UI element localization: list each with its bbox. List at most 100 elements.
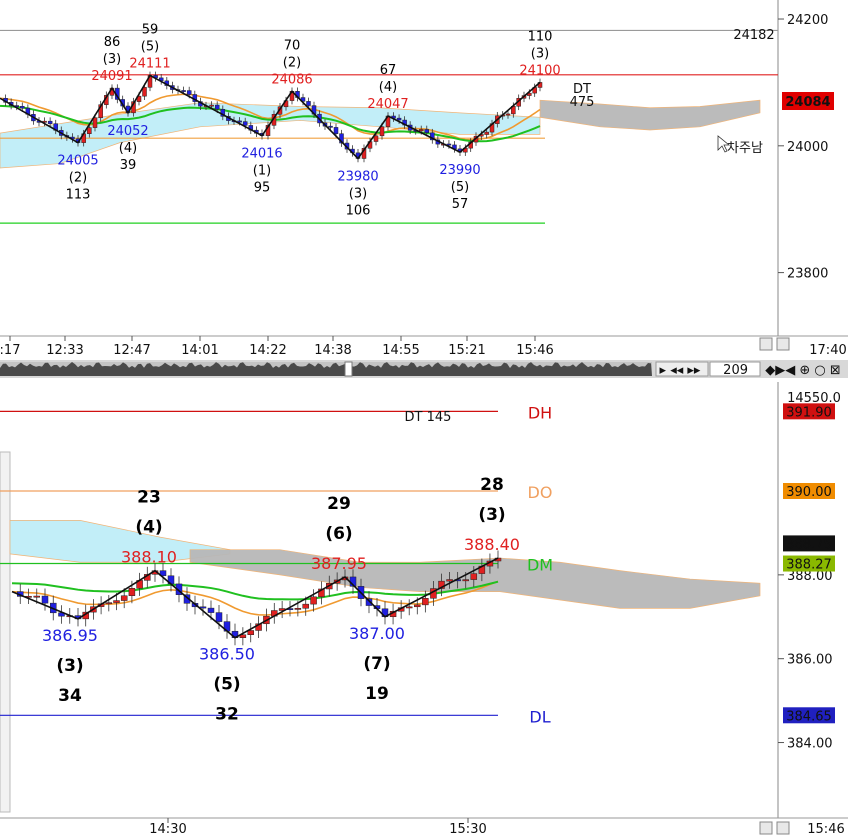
top-swing-count: (3) (349, 186, 367, 201)
bot-candle (128, 588, 136, 596)
bot-ma-line-1 (11, 580, 499, 601)
bot-swing-count: (6) (325, 524, 352, 544)
top-swing-price: 24016 (241, 147, 282, 162)
top-xtick-label: 14:01 (181, 343, 218, 358)
bottom-ytick-label: 384.00 (787, 737, 833, 752)
top-swing-count: (2) (283, 55, 301, 70)
top-swing-bars: 67 (380, 63, 397, 78)
top-candle (209, 104, 214, 107)
top-dt-label: DT (573, 82, 591, 97)
top-candle (430, 132, 435, 141)
top-swing-count: (4) (379, 80, 397, 95)
top-candle (47, 120, 53, 124)
top-swing-bars: 113 (66, 188, 91, 203)
bottom-level-label: DM (527, 556, 553, 575)
bottom-level-badge: 384.65 (786, 709, 832, 724)
top-candle (418, 129, 424, 132)
scroll-prev-icon[interactable] (655, 361, 709, 377)
bot-candle (207, 607, 215, 613)
top-candle (339, 133, 344, 144)
bot-zigzag-line (11, 557, 499, 639)
bot-swing-price: 388.10 (121, 548, 177, 567)
scroll-thumb[interactable] (344, 361, 353, 377)
bot-swing-count: (5) (213, 675, 240, 695)
bot-candle (310, 596, 317, 605)
bot-candle (294, 608, 302, 610)
top-swing-count: (1) (253, 164, 271, 179)
bottom-lock-icon[interactable] (776, 821, 790, 835)
top-chart-panel[interactable]: 24005 (2) 113 24091 (3) 86 24052 (4) 39 24111 (5) 5… (0, 0, 779, 336)
bottom-top-readout: 14550.0 (787, 391, 841, 406)
bottom-last-badge: 388.75 (786, 537, 832, 552)
top-candle (214, 104, 220, 110)
top-candle (92, 117, 98, 128)
bot-swing-bars: 34 (58, 686, 82, 706)
top-swing-bars: 106 (346, 203, 371, 218)
top-xtick-label: 14:22 (249, 343, 286, 358)
top-price-badge: 24084 (785, 95, 830, 110)
top-candle (379, 126, 385, 137)
bot-swing-bars: 28 (480, 475, 504, 495)
bot-swing-count: (4) (135, 518, 162, 538)
top-swing-bars: 70 (284, 38, 301, 53)
bottom-swing-labels: 386.95 (3) 34 388.10 (4) 23 386.50 (5) 32 387.95 (… (42, 475, 520, 725)
top-candle (181, 90, 186, 92)
bot-candle (199, 606, 207, 609)
bottom-level-label: DH (528, 403, 552, 422)
lock-icon[interactable] (776, 337, 790, 351)
bot-swing-price: 386.50 (199, 645, 255, 664)
top-zigzag-line (0, 74, 541, 160)
top-swing-count: (5) (451, 180, 469, 195)
bottom-xtick-label: 15:30 (449, 822, 486, 837)
top-swing-count: (3) (531, 46, 549, 61)
bot-swing-count: (3) (56, 656, 83, 676)
bottom-zoom-icon[interactable] (759, 821, 773, 835)
bot-swing-count: (3) (478, 505, 505, 525)
scroll-count-field[interactable] (709, 361, 761, 377)
bottom-level-label: DO (528, 483, 553, 502)
bot-swing-price: 387.00 (349, 624, 405, 643)
top-swing-bars: 59 (142, 22, 159, 37)
top-xtick-label: 14:55 (382, 343, 419, 358)
bottom-level-label: DL (529, 707, 550, 726)
top-xtick-label: 15:21 (448, 343, 485, 358)
top-swing-count: (4) (119, 141, 137, 156)
bottom-level-badge: 388.27 (786, 558, 832, 573)
bot-candle (438, 580, 445, 589)
bottom-level-badge: 390.00 (786, 485, 832, 500)
top-candle (333, 127, 339, 134)
top-ytick-label: 24000 (787, 140, 828, 155)
bottom-last-badge-bg (783, 535, 835, 552)
bot-candle (414, 604, 421, 608)
bot-candle (159, 570, 167, 577)
top-swing-count: (3) (103, 52, 121, 67)
bottom-price-axis: 14550.0 388.00 386.00 384.00 391.90 390.00 3… (778, 391, 841, 752)
bot-swing-count: (7) (363, 654, 390, 674)
top-swing-price: 24111 (129, 56, 170, 71)
bot-candle (470, 573, 478, 580)
bot-swing-price: 387.95 (311, 554, 367, 573)
bot-candle (105, 602, 113, 605)
bot-swing-bars: 32 (215, 705, 239, 725)
top-time-axis: :17 12:33 12:47 14:01 14:22 14:38 14:55 15:21 15… (0, 335, 848, 358)
top-candle (484, 131, 489, 135)
bot-ma-line-0 (11, 580, 499, 616)
top-ytick-label: 24200 (787, 13, 828, 28)
top-swing-price: 23980 (337, 169, 378, 184)
top-candle (328, 125, 333, 128)
bottom-moving-averages (11, 580, 499, 616)
bottom-xtick-label: 14:30 (149, 822, 186, 837)
top-price-axis: 24182 24200 24000 23800 24084 (733, 13, 834, 282)
left-scroll-strip[interactable] (0, 451, 11, 813)
top-xtick-label: 15:46 (516, 343, 553, 358)
bot-candle (302, 603, 309, 609)
bottom-chart-panel[interactable]: DH DO DM DL 386.95 (3) 34 388.10 (4) 23 386.50 (5)… (0, 382, 779, 818)
top-cloud-segment-1 (539, 99, 761, 131)
scrollbar[interactable]: ▸ ◂◂ ▸▸ 209 ◆▶◀ ⊕ ○ ⊠ (0, 360, 848, 378)
top-swing-price: 24100 (519, 63, 560, 78)
scroll-next-icon[interactable]: ◆▶◀ ⊕ ○ ⊠ (765, 363, 841, 378)
bot-swing-bars: 19 (365, 684, 389, 704)
bottom-level-badge: 391.90 (786, 405, 832, 420)
zoom-icon[interactable] (759, 337, 773, 351)
bot-candle (365, 598, 373, 606)
